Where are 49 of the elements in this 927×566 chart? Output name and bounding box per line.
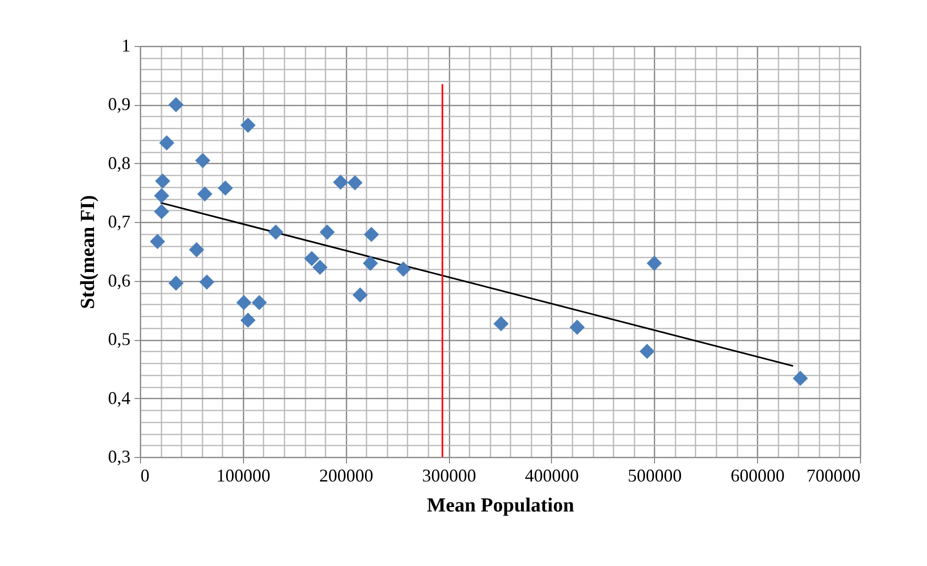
point <box>570 320 585 335</box>
point <box>792 370 808 386</box>
point <box>236 295 252 310</box>
point <box>646 256 662 271</box>
y-axis-title: Std(mean FI) <box>77 195 99 309</box>
point <box>154 204 170 220</box>
x-tick-label: 700000 <box>806 466 860 486</box>
y-tick-label: 0,5 <box>108 329 130 350</box>
point <box>240 118 256 133</box>
point <box>312 260 328 275</box>
point <box>396 262 411 277</box>
y-tick-label: 0,6 <box>108 270 130 290</box>
point <box>493 316 509 332</box>
point <box>195 152 210 168</box>
point <box>218 180 233 196</box>
y-tick-label: 0,4 <box>108 388 130 408</box>
point <box>332 174 348 190</box>
point <box>362 256 378 271</box>
point <box>159 135 174 150</box>
point <box>347 175 363 190</box>
y-tick-label: 0,7 <box>108 212 130 232</box>
point <box>154 188 170 204</box>
point <box>640 344 655 359</box>
point <box>240 312 256 328</box>
x-tick-label: 500000 <box>628 466 682 486</box>
y-tick-label: 0,8 <box>108 152 130 173</box>
point <box>168 276 184 291</box>
point <box>320 224 335 240</box>
x-tick-label: 100000 <box>216 466 270 486</box>
point <box>188 242 204 258</box>
x-axis-title: Mean Population <box>426 494 574 516</box>
point <box>252 295 267 310</box>
point <box>168 97 184 112</box>
point <box>155 173 170 189</box>
point <box>352 287 368 303</box>
point <box>197 186 212 202</box>
point <box>150 234 166 250</box>
x-tick-label: 300000 <box>422 466 476 486</box>
x-tick-label: 600000 <box>730 466 785 486</box>
point <box>364 226 380 242</box>
y-tick-label: 0,9 <box>108 94 130 114</box>
y-tick-label: 0,3 <box>108 446 130 466</box>
y-tick-label: 1 <box>122 36 130 56</box>
point <box>199 274 214 290</box>
point <box>304 250 320 266</box>
x-tick-label: 400000 <box>524 466 579 486</box>
point <box>268 224 284 240</box>
x-tick-label: 200000 <box>319 466 374 486</box>
x-tick-label: 0 <box>140 466 150 486</box>
